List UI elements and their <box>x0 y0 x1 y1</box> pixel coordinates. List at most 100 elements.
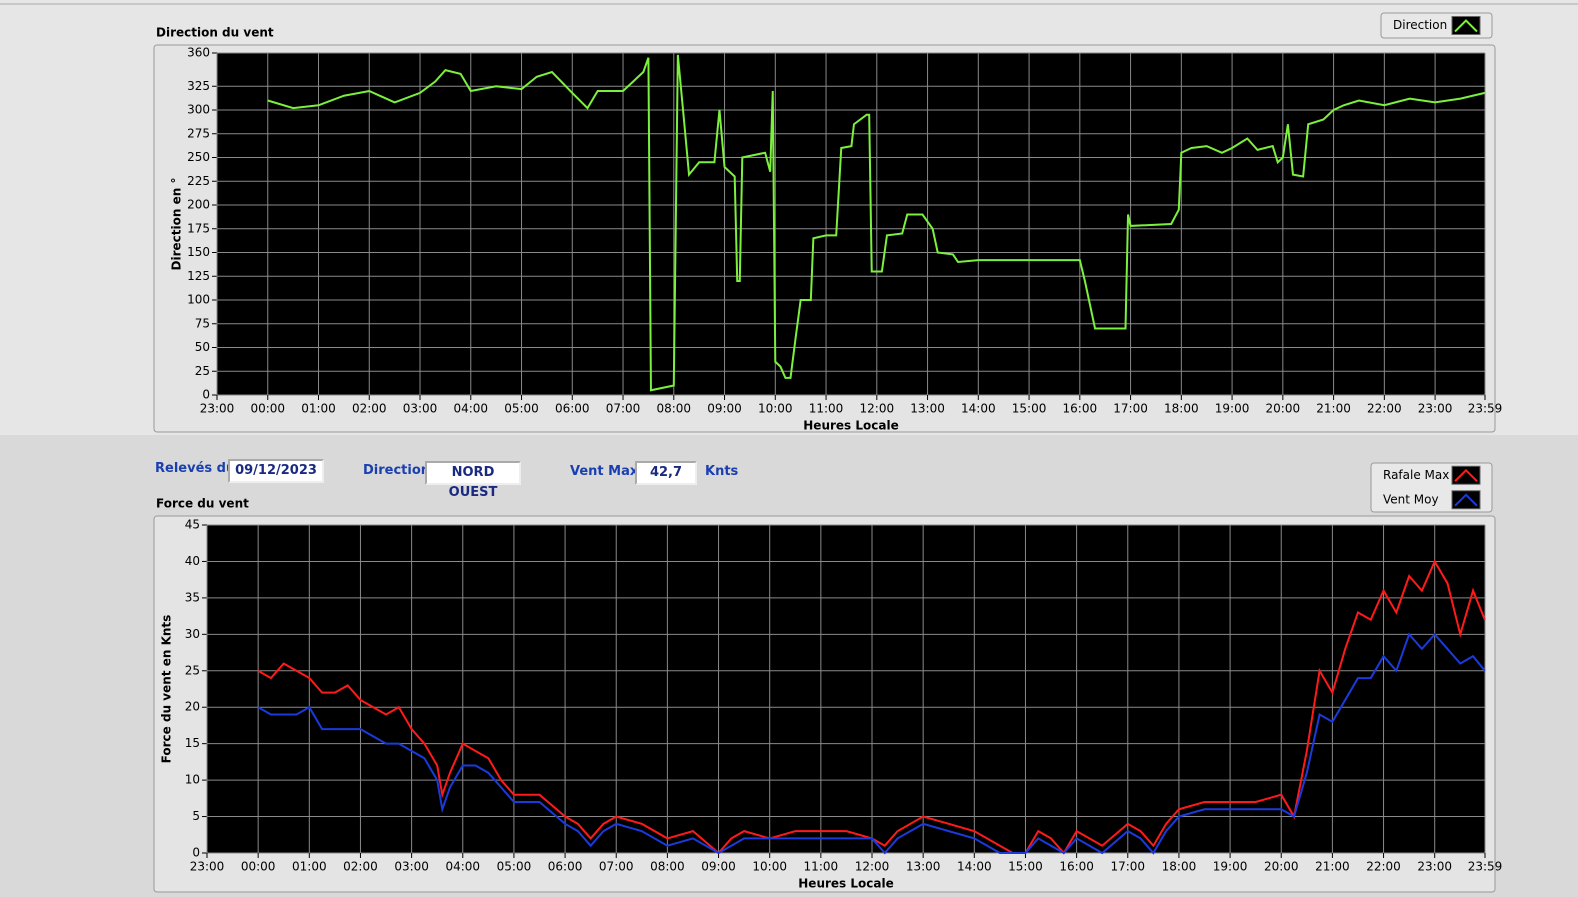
x-tick-label: 23:00 <box>200 402 235 416</box>
x-tick-label: 16:00 <box>1063 402 1098 416</box>
legend-label: Vent Moy <box>1383 492 1439 506</box>
y-tick-label: 50 <box>195 340 210 354</box>
x-tick-label: 23:59 <box>1468 402 1503 416</box>
chart-title: Force du vent <box>156 497 249 511</box>
x-tick-label: 01:00 <box>292 860 327 874</box>
y-tick-label: 10 <box>185 773 200 787</box>
legend-swatch <box>1451 16 1481 35</box>
x-tick-label: 17:00 <box>1110 860 1145 874</box>
x-tick-label: 09:00 <box>707 402 742 416</box>
x-tick-label: 18:00 <box>1164 402 1199 416</box>
y-tick-label: 225 <box>187 174 210 188</box>
x-tick-label: 15:00 <box>1012 402 1047 416</box>
y-tick-label: 25 <box>185 663 200 677</box>
vent-max-label: Vent Max <box>570 464 639 479</box>
chart-title: Direction du vent <box>156 26 274 40</box>
x-tick-label: 05:00 <box>497 860 532 874</box>
x-tick-label: 16:00 <box>1059 860 1094 874</box>
x-tick-label: 03:00 <box>394 860 429 874</box>
y-tick-label: 25 <box>195 364 210 378</box>
y-tick-label: 125 <box>187 269 210 283</box>
x-tick-label: 03:00 <box>403 402 438 416</box>
x-tick-label: 12:00 <box>860 402 895 416</box>
legend-line <box>1454 19 1478 33</box>
legend-swatch <box>1451 490 1481 510</box>
x-tick-label: 00:00 <box>250 402 285 416</box>
plot-area <box>207 525 1485 853</box>
x-tick-label: 10:00 <box>752 860 787 874</box>
x-tick-label: 13:00 <box>906 860 941 874</box>
x-tick-label: 11:00 <box>809 402 844 416</box>
y-tick-label: 175 <box>187 221 210 235</box>
x-tick-label: 01:00 <box>301 402 336 416</box>
x-tick-label: 19:00 <box>1215 402 1250 416</box>
date-field[interactable]: 09/12/2023 <box>228 459 324 483</box>
y-tick-label: 5 <box>192 809 200 823</box>
legend-swatch <box>1451 465 1481 485</box>
x-tick-label: 08:00 <box>656 402 691 416</box>
y-tick-label: 40 <box>185 554 200 568</box>
y-tick-label: 0 <box>192 846 200 860</box>
y-tick-label: 0 <box>202 388 210 402</box>
y-axis-label: Direction en ° <box>170 178 184 271</box>
x-tick-label: 05:00 <box>504 402 539 416</box>
x-tick-label: 02:00 <box>343 860 378 874</box>
date-label: Relevés du <box>155 461 236 476</box>
y-tick-label: 35 <box>185 590 200 604</box>
legend-line <box>1454 468 1478 482</box>
direction-label: Direction <box>363 463 431 478</box>
x-tick-label: 17:00 <box>1113 402 1148 416</box>
y-tick-label: 360 <box>187 46 210 60</box>
x-tick-label: 21:00 <box>1315 860 1350 874</box>
x-tick-label: 22:00 <box>1367 402 1402 416</box>
vent-max-field[interactable]: 42,7 <box>635 461 697 485</box>
y-tick-label: 300 <box>187 103 210 117</box>
legend-label: Rafale Max <box>1383 468 1449 482</box>
x-tick-label: 09:00 <box>701 860 736 874</box>
plot-area <box>217 53 1485 395</box>
x-tick-label: 10:00 <box>758 402 793 416</box>
x-tick-label: 19:00 <box>1213 860 1248 874</box>
data-line <box>257 632 1486 855</box>
x-tick-label: 00:00 <box>241 860 276 874</box>
y-tick-label: 100 <box>187 293 210 307</box>
x-axis-label: Heures Locale <box>798 877 893 891</box>
y-tick-label: 150 <box>187 245 210 259</box>
y-tick-label: 275 <box>187 126 210 140</box>
x-tick-label: 23:00 <box>190 860 225 874</box>
x-tick-label: 06:00 <box>555 402 590 416</box>
x-tick-label: 20:00 <box>1264 860 1299 874</box>
x-tick-label: 15:00 <box>1008 860 1043 874</box>
y-tick-label: 20 <box>185 700 200 714</box>
x-tick-label: 02:00 <box>352 402 387 416</box>
x-tick-label: 23:59 <box>1468 860 1503 874</box>
y-tick-label: 250 <box>187 150 210 164</box>
y-tick-label: 45 <box>185 518 200 532</box>
x-tick-label: 13:00 <box>910 402 945 416</box>
x-tick-label: 08:00 <box>650 860 685 874</box>
x-tick-label: 21:00 <box>1316 402 1351 416</box>
x-tick-label: 14:00 <box>961 402 996 416</box>
x-tick-label: 23:00 <box>1417 860 1452 874</box>
x-tick-label: 04:00 <box>453 402 488 416</box>
x-tick-label: 12:00 <box>855 860 890 874</box>
y-tick-label: 325 <box>187 79 210 93</box>
x-axis-label: Heures Locale <box>803 419 898 433</box>
x-tick-label: 23:00 <box>1418 402 1453 416</box>
y-axis-label: Force du vent en Knts <box>160 615 174 764</box>
x-tick-label: 20:00 <box>1266 402 1301 416</box>
y-tick-label: 75 <box>195 316 210 330</box>
y-tick-label: 15 <box>185 736 200 750</box>
direction-field[interactable]: NORD OUEST <box>425 461 521 500</box>
legend-label: Direction <box>1393 18 1447 32</box>
x-tick-label: 22:00 <box>1366 860 1401 874</box>
y-tick-label: 30 <box>185 627 200 641</box>
x-tick-label: 18:00 <box>1162 860 1197 874</box>
vent-max-unit: Knts <box>705 464 739 479</box>
x-tick-label: 14:00 <box>957 860 992 874</box>
data-line <box>267 54 1486 392</box>
x-tick-label: 06:00 <box>548 860 583 874</box>
x-tick-label: 07:00 <box>606 402 641 416</box>
y-tick-label: 200 <box>187 198 210 212</box>
